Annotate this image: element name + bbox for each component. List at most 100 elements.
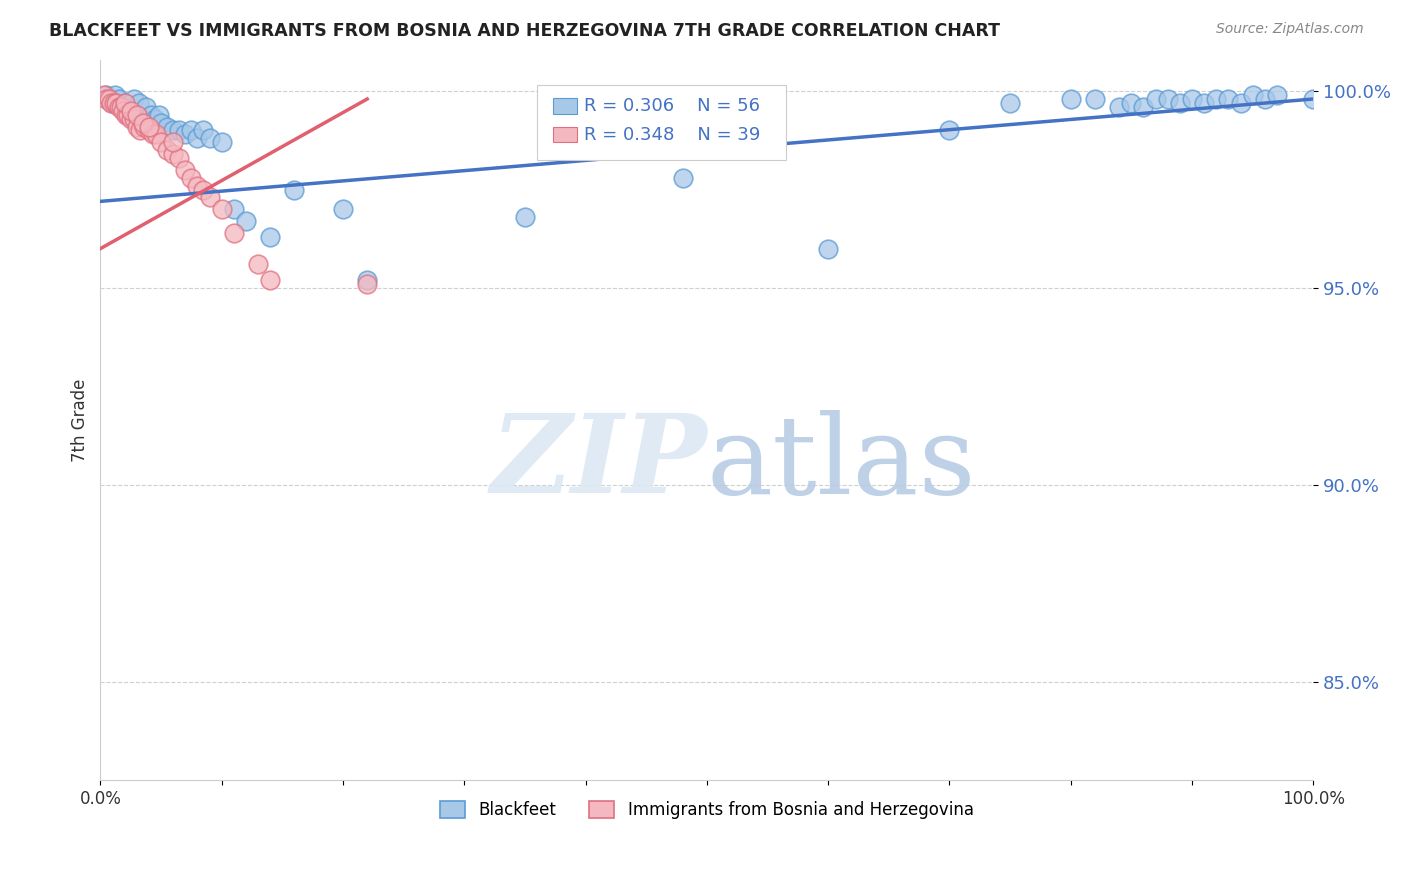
Point <box>671 170 693 185</box>
Point <box>98 92 121 106</box>
Point <box>1205 92 1227 106</box>
Point <box>1168 95 1191 110</box>
Point <box>156 120 179 134</box>
Point <box>513 210 536 224</box>
Point <box>222 226 245 240</box>
Point <box>125 120 148 134</box>
Point <box>174 162 197 177</box>
Point <box>247 257 270 271</box>
Point <box>1181 92 1204 106</box>
Point <box>1229 95 1251 110</box>
Point <box>138 120 160 134</box>
Point <box>112 103 135 118</box>
Point <box>817 242 839 256</box>
Point <box>101 95 124 110</box>
Point <box>259 273 281 287</box>
Text: Source: ZipAtlas.com: Source: ZipAtlas.com <box>1216 22 1364 37</box>
Text: R = 0.348    N = 39: R = 0.348 N = 39 <box>585 126 761 144</box>
Point <box>114 108 136 122</box>
Point <box>1218 92 1240 106</box>
Point <box>114 95 136 110</box>
Point <box>120 103 142 118</box>
Point <box>100 95 122 110</box>
Point <box>283 183 305 197</box>
Point <box>135 100 157 114</box>
Point <box>180 170 202 185</box>
Point <box>124 92 146 106</box>
Point <box>356 273 378 287</box>
Point <box>332 202 354 217</box>
Point <box>132 112 155 126</box>
FancyBboxPatch shape <box>553 127 576 143</box>
Point <box>143 112 166 126</box>
Point <box>162 123 184 137</box>
Point <box>111 100 134 114</box>
Point <box>103 95 125 110</box>
Point <box>211 202 233 217</box>
Point <box>124 112 146 126</box>
Text: atlas: atlas <box>707 409 976 516</box>
Point <box>356 277 378 291</box>
Point <box>198 131 221 145</box>
Point <box>141 128 163 142</box>
Point <box>138 120 160 134</box>
Point <box>162 136 184 150</box>
Point <box>107 100 129 114</box>
Point <box>193 123 215 137</box>
Point <box>150 136 173 150</box>
Point <box>1265 88 1288 103</box>
Point <box>156 143 179 157</box>
Point <box>167 151 190 165</box>
Point <box>110 100 132 114</box>
Point <box>259 229 281 244</box>
Point <box>1192 95 1215 110</box>
Point <box>125 108 148 122</box>
Point <box>1108 100 1130 114</box>
Point <box>138 123 160 137</box>
Point <box>96 88 118 103</box>
Point <box>1084 92 1107 106</box>
Point <box>211 136 233 150</box>
Point <box>114 95 136 110</box>
Point <box>128 95 150 110</box>
Point <box>145 128 167 142</box>
Point <box>148 108 170 122</box>
Point <box>167 123 190 137</box>
Point <box>1157 92 1180 106</box>
Point <box>120 103 142 118</box>
Point <box>132 120 155 134</box>
Point <box>132 115 155 129</box>
Text: ZIP: ZIP <box>491 409 707 517</box>
Point <box>1241 88 1264 103</box>
Point <box>125 108 148 122</box>
Legend: Blackfeet, Immigrants from Bosnia and Herzegovina: Blackfeet, Immigrants from Bosnia and He… <box>433 795 980 826</box>
Point <box>222 202 245 217</box>
FancyBboxPatch shape <box>553 98 576 113</box>
FancyBboxPatch shape <box>537 85 786 161</box>
Point <box>186 178 208 193</box>
Point <box>998 95 1021 110</box>
Point <box>1254 92 1277 106</box>
Y-axis label: 7th Grade: 7th Grade <box>72 378 89 462</box>
Text: BLACKFEET VS IMMIGRANTS FROM BOSNIA AND HERZEGOVINA 7TH GRADE CORRELATION CHART: BLACKFEET VS IMMIGRANTS FROM BOSNIA AND … <box>49 22 1000 40</box>
Point <box>107 92 129 106</box>
Point <box>1121 95 1143 110</box>
Point <box>186 131 208 145</box>
Point <box>129 123 152 137</box>
Point <box>1060 92 1083 106</box>
Point <box>120 112 142 126</box>
Point <box>1132 100 1154 114</box>
Point <box>235 214 257 228</box>
Point <box>117 108 139 122</box>
Point <box>104 88 127 103</box>
Point <box>97 92 120 106</box>
Point <box>96 92 118 106</box>
Point <box>1302 92 1324 106</box>
Point <box>105 95 128 110</box>
Point <box>193 183 215 197</box>
Point <box>141 108 163 122</box>
Point <box>180 123 202 137</box>
Point <box>150 115 173 129</box>
Point <box>93 88 115 103</box>
Point <box>174 128 197 142</box>
